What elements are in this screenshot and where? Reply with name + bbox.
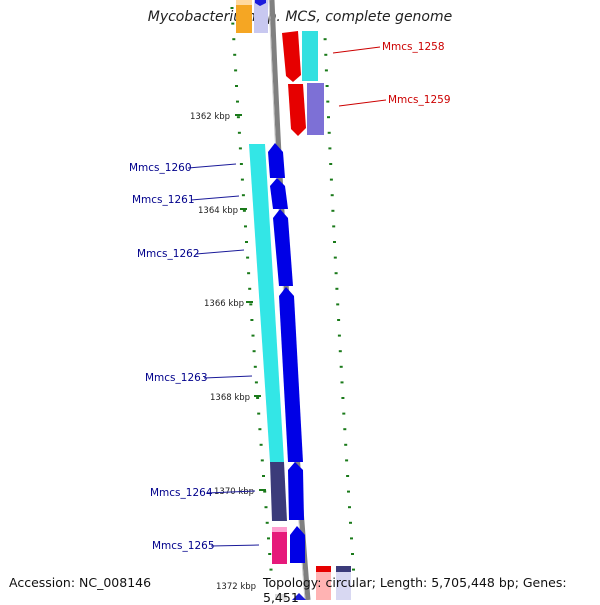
gene-mmcs-1260-1263-protein [249, 144, 284, 462]
partial-feature-orange [236, 0, 252, 33]
bottom-feature-pink [316, 566, 331, 600]
gene-mmcs-1259-arrow [288, 84, 306, 136]
gene-mmcs-1260-arrow [268, 143, 285, 178]
topology-text: Topology: circular; Length: 5,705,448 bp… [263, 575, 567, 605]
kbp-label: 1364 kbp [198, 206, 238, 216]
gene-mmcs-1264-protein [270, 462, 287, 521]
gene-label-mmcs-1259[interactable]: Mmcs_1259 [388, 94, 451, 106]
gene-mmcs-1265-protein-shade [272, 527, 287, 532]
gene-mmcs-1258-arrow [282, 31, 301, 82]
gene-mmcs-1261-arrow [270, 178, 288, 209]
gene-label-mmcs-1265[interactable]: Mmcs_1265 [152, 540, 215, 552]
kbp-label: 1368 kbp [210, 393, 250, 403]
partial-feature-blue [255, 0, 266, 6]
map-title: Mycobacterium sp. MCS, complete genome [147, 9, 453, 25]
kbp-label: 1366 kbp [204, 299, 244, 309]
gene-label-mmcs-1258[interactable]: Mmcs_1258 [382, 41, 445, 53]
kbp-label: 1362 kbp [190, 112, 230, 122]
gene-mmcs-1264-arrow [288, 462, 304, 520]
bottom-feature-navy-top [336, 566, 351, 572]
bottom-feature-lavender [336, 566, 351, 600]
bottom-feature-blue [292, 593, 306, 600]
gene-label-mmcs-1261[interactable]: Mmcs_1261 [132, 194, 195, 206]
bottom-feature-gray [275, 594, 287, 600]
gene-mmcs-1265-protein [272, 527, 287, 564]
tick-track [230, 7, 355, 571]
partial-feature-lavender [254, 0, 268, 33]
gene-label-mmcs-1263[interactable]: Mmcs_1263 [145, 372, 208, 384]
kbp-label: 1372 kbp [216, 582, 256, 592]
gene-mmcs-1265-arrow [290, 526, 305, 563]
accession-text: Accession: NC_008146 [9, 575, 152, 590]
gene-label-mmcs-1260[interactable]: Mmcs_1260 [129, 162, 192, 174]
label-leaders [187, 46, 387, 547]
bottom-feature-pink-top [316, 566, 331, 572]
gene-mmcs-1259-protein [307, 83, 324, 135]
gene-mmcs-1263-arrow [279, 287, 303, 462]
gene-mmcs-1258-protein [302, 31, 318, 81]
gene-label-mmcs-1264[interactable]: Mmcs_1264 [150, 487, 213, 499]
gene-label-mmcs-1262[interactable]: Mmcs_1262 [137, 248, 200, 260]
partial-feature-orange-shade [236, 0, 252, 5]
kbp-ticks [235, 114, 266, 491]
gene-mmcs-1262-arrow [273, 209, 293, 286]
